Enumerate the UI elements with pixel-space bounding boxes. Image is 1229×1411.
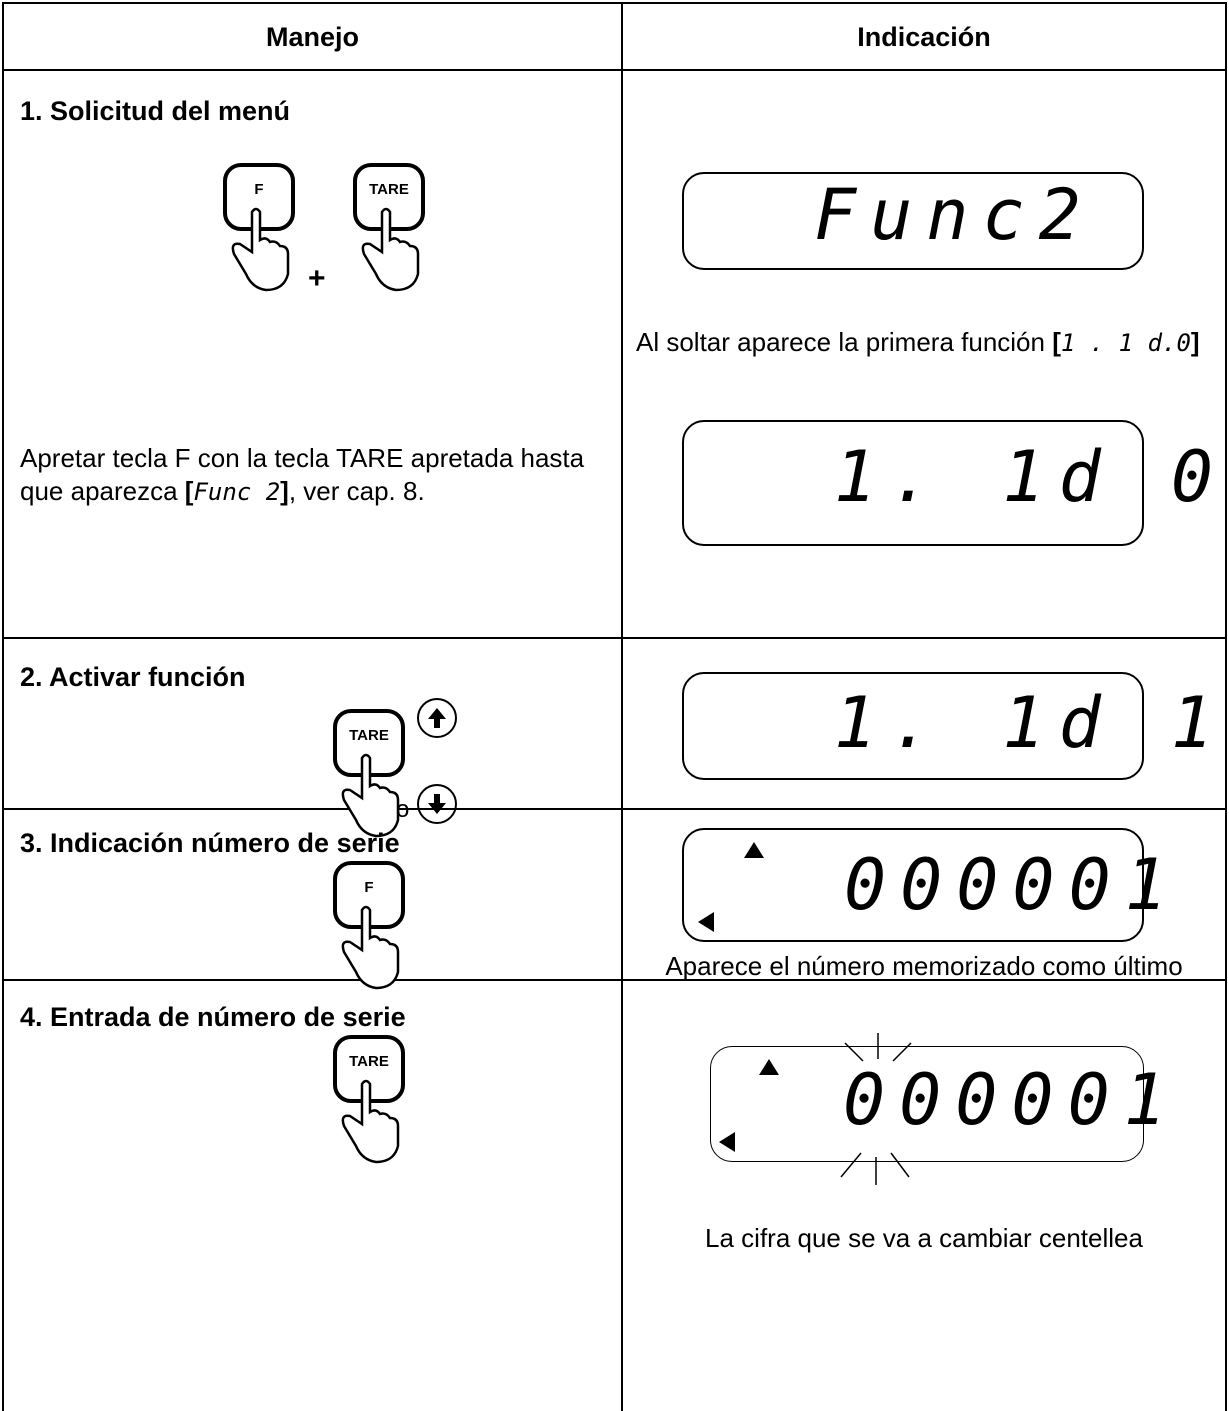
arrow-keys: [417, 698, 457, 824]
key: TARE: [333, 1035, 405, 1164]
display-text: 000001: [843, 1059, 1180, 1141]
key-icon: F: [222, 162, 302, 303]
column-divider: [621, 2, 623, 1411]
row-divider: [2, 979, 1227, 981]
key: F: [333, 861, 405, 990]
key-label: F: [254, 181, 263, 198]
up-arrow: [428, 708, 446, 728]
note: Al soltar aparece la primera función [1 …: [636, 326, 1216, 360]
display-code: Func 2: [193, 478, 281, 506]
key-label: TARE: [369, 181, 409, 198]
display: Func2: [682, 172, 1144, 270]
hand: [341, 753, 400, 838]
key-label: TARE: [349, 1053, 389, 1070]
key-icon: F: [332, 860, 412, 1001]
indicators: [698, 842, 764, 932]
row-divider: [2, 808, 1227, 810]
table-border: [2, 2, 1227, 4]
description: Apretar tecla F con la tecla TARE apreta…: [20, 442, 610, 509]
indicator: [719, 1132, 735, 1152]
bracket: ]: [1190, 327, 1200, 357]
header-cell: Manejo: [265, 22, 359, 52]
step-title: 1. Solicitud del menú: [20, 96, 291, 126]
hand: [341, 905, 400, 990]
indicator: [698, 912, 714, 932]
header-cell: Indicación: [857, 22, 991, 52]
display-text: 1. 1d 0: [834, 436, 1228, 518]
display: 1. 1d 1: [682, 672, 1213, 780]
joiner: o: [396, 796, 410, 823]
key: TARE: [353, 163, 425, 292]
display: 1. 1d 0: [682, 420, 1213, 546]
row-divider: [2, 69, 1227, 71]
text: Al soltar aparece la primera función: [636, 327, 1053, 357]
note: Aparece el número memorizado como último: [665, 951, 1183, 981]
text: , ver cap. 8.: [288, 476, 425, 506]
display-text: 1. 1d 1: [834, 682, 1228, 764]
step-title: 2. Activar función: [20, 662, 246, 692]
joiner: +: [308, 262, 326, 295]
bracket: [: [184, 476, 194, 506]
hand: [341, 1079, 400, 1164]
key-icon: TARE: [332, 1034, 412, 1175]
bracket: [: [1052, 327, 1061, 357]
down-key: [417, 784, 457, 824]
display-code: 1 . 1 d.0: [1060, 329, 1191, 357]
step-title: 3. Indicación número de serie: [20, 828, 400, 858]
indicator: [744, 842, 764, 858]
table-border: [1225, 2, 1227, 1411]
bracket: ]: [280, 476, 289, 506]
hand: [361, 207, 420, 292]
step-title: 4. Entrada de número de serie: [20, 1002, 406, 1032]
down-arrow: [428, 794, 446, 814]
text: Apretar tecla F con la tecla TARE apreta…: [20, 443, 585, 506]
key-icon: TARE: [352, 162, 432, 303]
hand: [231, 207, 290, 292]
key: TARE: [333, 709, 405, 838]
key-label: TARE: [349, 727, 389, 744]
blink-marks: [840, 1033, 912, 1185]
row-divider: [2, 637, 1227, 639]
key: F: [223, 163, 295, 292]
indicators: [719, 1033, 912, 1185]
note: La cifra que se va a cambiar centellea: [705, 1223, 1143, 1253]
display-text: 000001: [844, 844, 1181, 926]
display-text: Func2: [814, 174, 1095, 256]
up-key: [417, 698, 457, 738]
key-label: F: [364, 879, 373, 896]
table-border: [2, 2, 4, 1411]
indicator: [759, 1059, 779, 1075]
display: 000001: [710, 1033, 1166, 1185]
display: 000001: [682, 828, 1167, 942]
key-icon: TARE: [332, 708, 412, 849]
